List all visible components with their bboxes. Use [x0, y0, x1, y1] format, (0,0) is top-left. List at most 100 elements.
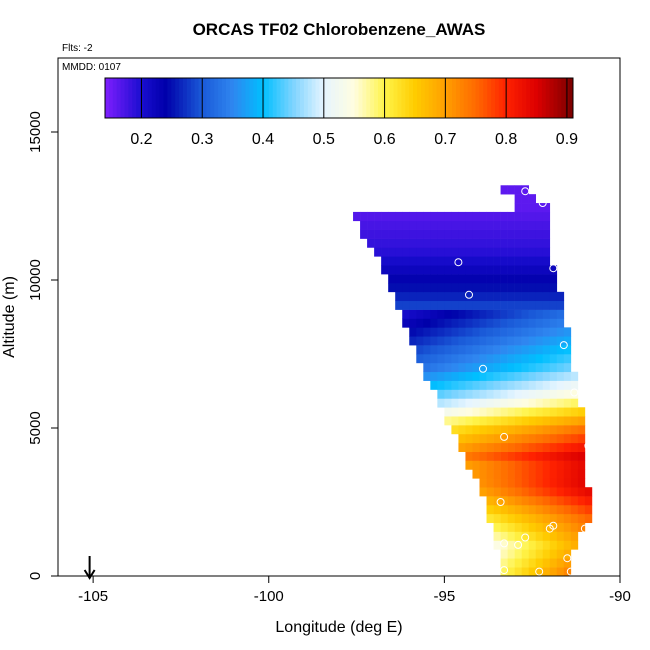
- colorbar-segment: [362, 78, 367, 118]
- sample-point: [559, 341, 568, 350]
- heatmap-cell: [402, 318, 410, 328]
- heatmap-cell: [528, 309, 537, 319]
- colorbar-frame: [104, 77, 574, 119]
- heatmap-cell: [423, 211, 431, 222]
- heatmap-cell: [570, 522, 579, 532]
- heatmap-cell: [416, 220, 424, 230]
- x-tick-label: -90: [609, 588, 631, 605]
- colorbar-segment: [194, 78, 199, 118]
- colorbar-segment: [440, 78, 445, 118]
- heatmap-cell: [423, 274, 431, 284]
- heatmap-cell: [528, 380, 537, 390]
- heatmap-cell: [563, 433, 572, 444]
- colorbar-segment: [147, 78, 153, 118]
- heatmap-cell: [570, 540, 579, 550]
- heatmap-cell: [556, 433, 565, 444]
- heatmap-cell: [388, 211, 396, 222]
- heatmap-cell: [479, 487, 487, 497]
- colorbar-segment: [124, 78, 129, 118]
- heatmap-cell: [479, 318, 487, 328]
- heatmap-cell: [556, 389, 565, 399]
- heatmap-cell: [556, 531, 565, 541]
- heatmap-cell: [570, 496, 579, 506]
- heatmap-cell: [535, 442, 544, 452]
- heatmap-cell: [514, 531, 522, 541]
- sample-point: [535, 567, 544, 576]
- colorbar-segment: [327, 78, 332, 118]
- heatmap-cell: [521, 345, 529, 355]
- heatmap-cell: [395, 247, 403, 257]
- colorbar-segment: [300, 78, 305, 118]
- heatmap-cell: [570, 504, 579, 515]
- heatmap-cell: [570, 389, 579, 399]
- heatmap-cell: [430, 291, 438, 302]
- heatmap-cell: [535, 265, 544, 275]
- heatmap-cell: [500, 416, 508, 426]
- heatmap-cell: [486, 354, 494, 364]
- heatmap-cell: [493, 478, 501, 488]
- heatmap-cell: [542, 362, 551, 373]
- heatmap-cell: [381, 211, 389, 222]
- heatmap-cell: [493, 291, 501, 302]
- heatmap-cell: [507, 425, 515, 435]
- heatmap-cell: [409, 211, 417, 222]
- heatmap-cell: [458, 274, 466, 284]
- heatmap-cell: [493, 522, 501, 532]
- heatmap-cell: [542, 282, 551, 293]
- heatmap-cell: [437, 354, 445, 364]
- heatmap-cell: [500, 380, 508, 390]
- heatmap-cell: [549, 567, 558, 577]
- heatmap-cell: [549, 327, 558, 337]
- heatmap-cell: [507, 389, 515, 399]
- heatmap-cells: [353, 185, 593, 577]
- heatmap-cell: [409, 247, 417, 257]
- heatmap-cell: [500, 407, 508, 417]
- heatmap-cell: [465, 282, 473, 293]
- heatmap-cell: [374, 229, 382, 239]
- heatmap-cell: [570, 487, 579, 497]
- heatmap-cell: [423, 220, 431, 230]
- heatmap-cell: [472, 416, 480, 426]
- heatmap-cell: [528, 203, 537, 213]
- heatmap-cell: [528, 345, 537, 355]
- colorbar-segment: [112, 78, 118, 118]
- heatmap-cell: [514, 327, 522, 337]
- colorbar-segment: [159, 78, 164, 118]
- heatmap-cell: [479, 416, 487, 426]
- heatmap-cell: [542, 567, 551, 577]
- heatmap-cell: [507, 558, 515, 568]
- heatmap-cell: [563, 336, 572, 346]
- heatmap-cell: [556, 291, 565, 302]
- heatmap-cell: [535, 300, 544, 310]
- heatmap-cell: [542, 265, 551, 275]
- heatmap-cell: [542, 336, 551, 346]
- heatmap-cell: [521, 291, 529, 302]
- heatmap-cell: [479, 389, 487, 399]
- heatmap-cell: [479, 451, 487, 461]
- heatmap-cell: [528, 487, 537, 497]
- colorbar-tick-label: 0.3: [191, 131, 213, 148]
- heatmap-cell: [465, 318, 473, 328]
- heatmap-cell: [556, 398, 565, 408]
- heatmap-cell: [500, 229, 508, 239]
- heatmap-cell: [409, 309, 417, 319]
- heatmap-cell: [570, 451, 579, 461]
- heatmap-cell: [507, 522, 515, 532]
- heatmap-cell: [549, 460, 558, 470]
- heatmap-cell: [458, 362, 466, 373]
- heatmap-cell: [514, 478, 522, 488]
- heatmap-cell: [493, 274, 501, 284]
- heatmap-cell: [451, 389, 459, 399]
- heatmap-cell: [535, 203, 544, 213]
- sample-point: [500, 432, 509, 441]
- colorbar-segment: [206, 78, 211, 118]
- colorbar-segment: [350, 78, 355, 118]
- heatmap-cell: [472, 291, 480, 302]
- heatmap-cell: [528, 389, 537, 399]
- heatmap-cell: [395, 291, 403, 302]
- colorbar-segment: [210, 78, 215, 118]
- heatmap-cell: [507, 282, 515, 293]
- heatmap-cell: [430, 247, 438, 257]
- heatmap-cell: [486, 238, 494, 248]
- heatmap-cell: [437, 220, 445, 230]
